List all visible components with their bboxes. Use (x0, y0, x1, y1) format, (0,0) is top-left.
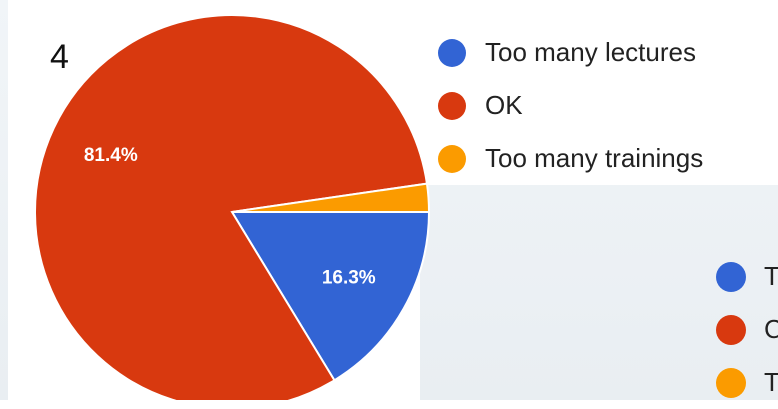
legend-dot-blue (716, 261, 746, 292)
legend-dot-orange (438, 144, 466, 173)
legend-label: C (764, 314, 778, 344)
pie-chart: 16.3% 81.4% (34, 14, 431, 400)
chart-number: 4 (50, 38, 69, 76)
legend-card (420, 0, 778, 185)
legend-dot-red (438, 91, 466, 120)
legend-dot-red (716, 314, 746, 345)
pie-slice-too-many-lectures[interactable] (230, 211, 431, 382)
legend-label: Too many trainings (485, 143, 704, 173)
pie-data-label: 16.3% (322, 268, 376, 289)
pie-slice-ok[interactable] (34, 14, 429, 400)
pie-slice-too-many-trainings[interactable] (231, 182, 431, 213)
legend-label: Too many lectures (485, 37, 696, 67)
legend-label: T (764, 367, 778, 397)
legend-label: T (764, 261, 778, 291)
legend-dot-blue (438, 38, 466, 67)
background-legend-item: T (716, 250, 778, 303)
legend-label: OK (485, 90, 523, 120)
legend-item-ok[interactable]: OK (438, 79, 703, 132)
pie-data-label: 81.4% (84, 145, 138, 166)
background-legend-item: T (716, 356, 778, 409)
legend-item-too-many-trainings[interactable]: Too many trainings (438, 132, 703, 185)
legend-item-too-many-lectures[interactable]: Too many lectures (438, 26, 703, 79)
legend: Too many lectures OK Too many trainings (438, 26, 703, 185)
background-legend-item: C (716, 303, 778, 356)
background-legend: T C T (716, 250, 778, 409)
legend-dot-orange (716, 367, 746, 398)
